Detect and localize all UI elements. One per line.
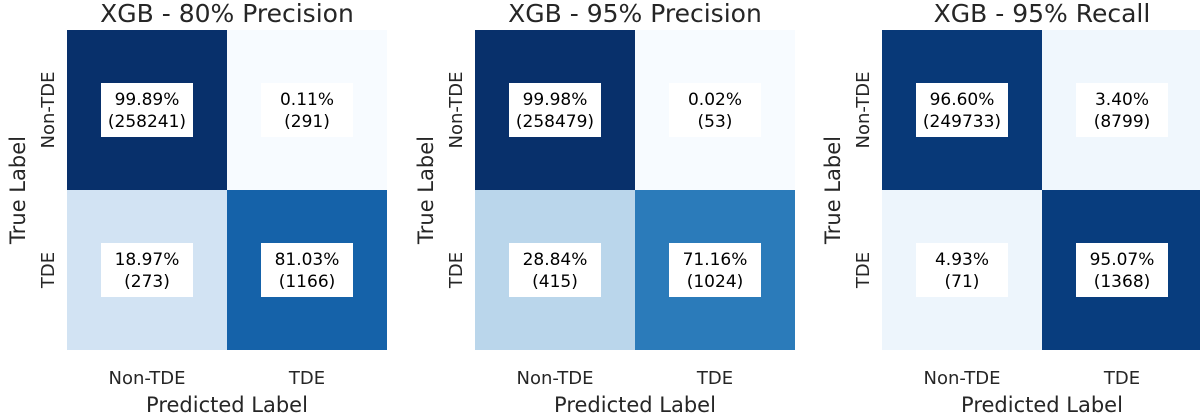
cell-percent-label: 18.97% bbox=[115, 250, 180, 270]
cell-count-label: (258241) bbox=[108, 112, 186, 132]
x-axis-label: Predicted Label bbox=[554, 393, 716, 415]
cell-count-label: (53) bbox=[698, 112, 733, 132]
cell-count-label: (291) bbox=[284, 112, 330, 132]
x-tick-label: TDE bbox=[696, 368, 733, 389]
cell-label-box bbox=[916, 243, 1008, 297]
x-tick-label: Non-TDE bbox=[517, 368, 594, 389]
cell-count-label: (273) bbox=[124, 272, 170, 292]
x-axis-label: Predicted Label bbox=[146, 393, 308, 415]
cell-percent-label: 28.84% bbox=[523, 250, 588, 270]
y-tick-label: Non-TDE bbox=[38, 72, 59, 149]
cell-label-box bbox=[916, 83, 1008, 137]
cell-percent-label: 99.89% bbox=[115, 90, 180, 110]
cell-count-label: (1368) bbox=[1094, 272, 1151, 292]
cell-label-box bbox=[261, 83, 353, 137]
cell-label-box bbox=[101, 243, 193, 297]
cell-label-box bbox=[669, 243, 761, 297]
cell-count-label: (1024) bbox=[687, 272, 744, 292]
cell-count-label: (8799) bbox=[1094, 112, 1151, 132]
x-axis-label: Predicted Label bbox=[961, 393, 1123, 415]
cell-label-box bbox=[1076, 83, 1168, 137]
y-tick-label: TDE bbox=[38, 252, 59, 289]
x-tick-label: TDE bbox=[288, 368, 325, 389]
cell-label-box bbox=[1076, 243, 1168, 297]
y-tick-label: Non-TDE bbox=[446, 72, 467, 149]
confusion-matrix-panel-3: XGB - 95% Recall 96.60%(249733) 3.40%(8799… bbox=[821, 0, 1200, 415]
cell-label-box bbox=[669, 83, 761, 137]
y-tick-label: TDE bbox=[446, 252, 467, 289]
cell-count-label: (415) bbox=[532, 272, 578, 292]
confusion-matrix-panel-1: XGB - 80% Precision99.89%(258241)0.11%(2… bbox=[6, 0, 387, 415]
x-tick-label: Non-TDE bbox=[924, 368, 1001, 389]
cell-percent-label: 99.98% bbox=[523, 90, 588, 110]
cell-percent-label: 0.02% bbox=[688, 90, 742, 110]
chart-title: XGB - 95% Recall bbox=[934, 0, 1151, 28]
cell-label-box bbox=[101, 83, 193, 137]
cell-label-box bbox=[509, 243, 601, 297]
cell-percent-label: 0.11% bbox=[280, 90, 334, 110]
cell-count-label: (1166) bbox=[279, 272, 336, 292]
cell-percent-label: 81.03% bbox=[275, 250, 340, 270]
confusion-matrix-panel-2: XGB - 95% Precision 99.98%(258479) 0.02%(5… bbox=[414, 0, 795, 415]
cell-count-label: (71) bbox=[945, 272, 980, 292]
x-tick-label: Non-TDE bbox=[109, 368, 186, 389]
cell-percent-label: 3.40% bbox=[1095, 90, 1149, 110]
cell-label-box bbox=[261, 243, 353, 297]
y-axis-label: True Label bbox=[414, 136, 438, 245]
cell-percent-label: 71.16% bbox=[683, 250, 748, 270]
chart-title: XGB - 80% Precision bbox=[100, 0, 354, 28]
y-tick-label: Non-TDE bbox=[853, 72, 874, 149]
cell-count-label: (249733) bbox=[923, 112, 1001, 132]
y-axis-label: True Label bbox=[6, 136, 30, 245]
y-tick-label: TDE bbox=[853, 252, 874, 289]
cell-count-label: (258479) bbox=[516, 112, 594, 132]
cell-label-box bbox=[509, 83, 601, 137]
chart-title: XGB - 95% Precision bbox=[508, 0, 762, 28]
cell-percent-label: 4.93% bbox=[935, 250, 989, 270]
x-tick-label: TDE bbox=[1103, 368, 1140, 389]
cell-percent-label: 95.07% bbox=[1090, 250, 1155, 270]
cell-percent-label: 96.60% bbox=[930, 90, 995, 110]
y-axis-label: True Label bbox=[821, 136, 845, 245]
